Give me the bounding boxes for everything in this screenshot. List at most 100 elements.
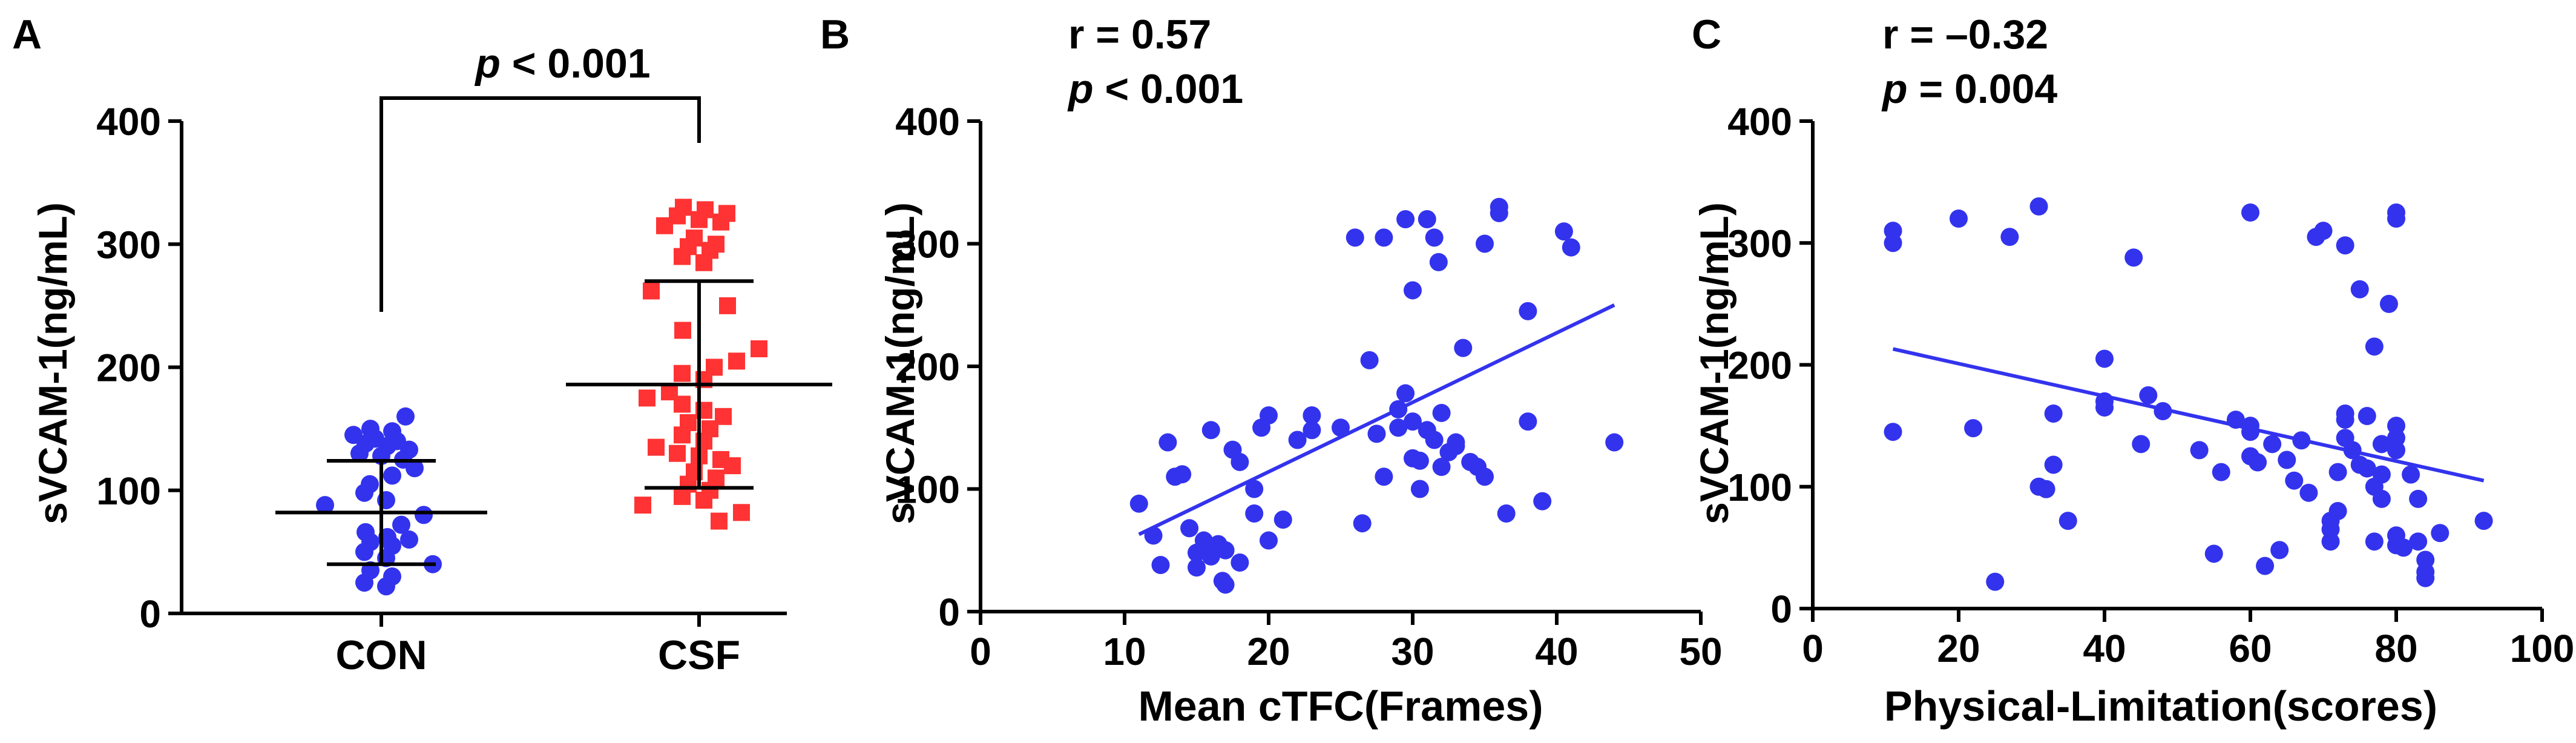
- panel-b-point: [1230, 553, 1249, 572]
- panel-a-csf-point: [719, 297, 736, 314]
- panel-c-point: [2336, 236, 2354, 255]
- panel-c-point: [2372, 489, 2391, 508]
- panel-b-point: [1389, 418, 1408, 437]
- panel-b-point: [1454, 338, 1473, 357]
- panel-c-point: [2358, 407, 2376, 426]
- panel-c-x-tick-label: 100: [2510, 627, 2575, 670]
- panel-b-point: [1158, 433, 1177, 452]
- panel-b-point: [1188, 558, 1206, 577]
- panel-a-csf-point: [695, 492, 712, 509]
- panel-a-con-point: [400, 530, 418, 549]
- panel-c-point: [2058, 512, 2077, 530]
- panel-b-y-tick-label: 400: [895, 100, 960, 144]
- panel-c-point: [1964, 419, 1983, 438]
- panel-a-csf-point: [634, 497, 651, 514]
- panel-label-a: A: [12, 12, 42, 58]
- panel-c-point: [2416, 569, 2435, 587]
- panel-b-p-prefix: p: [1067, 66, 1094, 112]
- panel-c-point: [2000, 228, 2019, 246]
- panel-c-point: [2212, 463, 2230, 481]
- panel-c-p-prefix: p: [1881, 66, 1908, 112]
- panel-b-x-tick-label: 30: [1391, 630, 1434, 673]
- panel-b-y-tick-label: 300: [895, 223, 960, 266]
- panel-a-con-point: [377, 577, 395, 596]
- panel-a-y-tick-label: 0: [139, 592, 161, 636]
- panel-b-point: [1605, 433, 1624, 452]
- panel-b-x-tick-label: 10: [1103, 630, 1146, 673]
- panel-c-point: [2132, 435, 2150, 454]
- panel-b-p-value: p < 0.001: [1067, 66, 1243, 112]
- panel-b-point: [1404, 412, 1422, 431]
- panel-a-dot-plot: sVCAM-1(ng/mL) p < 0.001 0 100 200 300 400 CO…: [30, 41, 832, 678]
- panel-c-y-tick-label: 200: [1727, 344, 1792, 388]
- panel-c-point: [2328, 502, 2347, 520]
- panel-b-point: [1519, 302, 1537, 320]
- panel-b-p-text: < 0.001: [1094, 66, 1244, 112]
- panel-c-fit-line: [1892, 347, 2485, 483]
- panel-b-point: [1396, 384, 1415, 403]
- panel-b-point: [1346, 228, 1364, 247]
- panel-a-csf-point: [674, 365, 691, 382]
- panel-b-fit-line: [1138, 303, 1615, 537]
- panel-a-csf-point: [695, 254, 712, 271]
- panel-b-point: [1303, 421, 1321, 440]
- panel-a-con-point: [415, 506, 433, 524]
- panel-c-y-tick-label: 0: [1770, 587, 1792, 631]
- panel-b-x-tick-label: 40: [1535, 630, 1578, 673]
- panel-c-point: [2365, 532, 2384, 551]
- panel-a-csf-point: [639, 389, 656, 407]
- panel-c-point: [2029, 197, 2048, 216]
- panel-a-y-tick-label: 300: [96, 223, 161, 266]
- panel-b-point: [1432, 403, 1451, 422]
- panel-c-point: [2249, 453, 2267, 472]
- panel-a-csf-point: [674, 426, 691, 444]
- panel-c-point: [2095, 349, 2114, 368]
- panel-c-point: [2278, 451, 2296, 469]
- panel-c-x-tick-label: 80: [2374, 627, 2417, 670]
- panel-label-c: C: [1692, 12, 1721, 58]
- panel-b-point: [1230, 452, 1249, 471]
- panel-a-y-tick-label: 400: [96, 100, 161, 144]
- panel-a-y-tick-label: 100: [96, 469, 161, 513]
- panel-b-point: [1425, 228, 1444, 247]
- panel-b-point: [1245, 504, 1264, 523]
- panel-c-point: [2037, 480, 2055, 498]
- panel-b-point: [1216, 541, 1235, 560]
- panel-b-point: [1410, 451, 1429, 470]
- panel-a-significance: p < 0.001: [474, 41, 650, 87]
- panel-b-point: [1194, 531, 1213, 550]
- panel-c-point: [2095, 398, 2114, 417]
- panel-c-y-tick-label: 300: [1727, 222, 1792, 265]
- panel-b-point: [1476, 234, 1494, 253]
- panel-b-point: [1353, 514, 1372, 533]
- panel-c-point: [2263, 435, 2282, 454]
- panel-c-point: [2402, 465, 2420, 484]
- panel-a-csf-point: [669, 444, 686, 462]
- panel-a-csf-point: [712, 213, 729, 231]
- panel-b-scatter: r = 0.57 p < 0.001 sVCAM-1(ng/mL) Mean c…: [878, 12, 1723, 730]
- panel-b-point: [1360, 351, 1379, 369]
- panel-b-point: [1332, 418, 1350, 437]
- panel-a-con-point: [316, 496, 334, 515]
- panel-c-x-tick-label: 0: [1802, 627, 1824, 670]
- panel-a-con-point: [406, 459, 424, 478]
- panel-b-point: [1129, 494, 1148, 513]
- panel-c-point: [2256, 556, 2275, 575]
- panel-c-point: [2299, 483, 2318, 502]
- panel-b-point: [1404, 281, 1422, 300]
- panel-b-point: [1418, 210, 1436, 228]
- panel-b-point: [1201, 421, 1220, 440]
- panel-b-point: [1260, 531, 1278, 550]
- panel-c-point: [2124, 248, 2143, 267]
- panel-b-point: [1533, 492, 1552, 510]
- panel-b-xlabel: Mean cTFC(Frames): [1138, 682, 1543, 730]
- panel-c-point: [2190, 441, 2209, 460]
- panel-b-point: [1151, 556, 1170, 575]
- panel-c-point: [1986, 572, 2005, 591]
- panel-a-csf-point: [728, 352, 745, 370]
- panel-c-y-tick-label: 400: [1727, 100, 1792, 144]
- panel-c-point: [2394, 538, 2413, 557]
- panel-a-csf-point: [691, 211, 708, 228]
- panel-b-point: [1447, 433, 1465, 452]
